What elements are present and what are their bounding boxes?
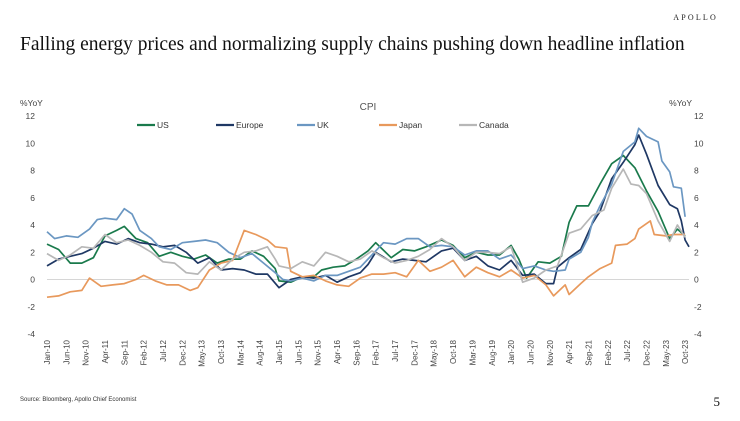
x-tick-label: Aug-19	[488, 339, 497, 365]
x-tick-label: Jul-12	[159, 339, 168, 361]
page-number: 5	[713, 394, 721, 409]
x-tick-label: Sep-11	[120, 339, 129, 365]
x-tick-label: Jan-10	[43, 339, 52, 364]
y-axis-left: -4 -2 0 2 4 6 8 10 12	[26, 111, 36, 339]
x-tick-label: Aug-14	[256, 339, 265, 365]
legend-label: UK	[317, 120, 329, 130]
x-tick-label: Nov-20	[546, 339, 555, 365]
y-axis-left-label: %YoY	[20, 98, 43, 108]
legend-item-canada: Canada	[459, 120, 509, 130]
legend-label: US	[157, 120, 169, 130]
x-axis: Jan-10 Jun-10 Nov-10 Apr-11 Sep-11 Feb-12 Jul-…	[43, 339, 690, 366]
x-tick-label: Oct-18	[449, 339, 458, 364]
y-tick-label-left: 12	[26, 111, 36, 121]
chart-title: CPI	[360, 102, 377, 113]
x-tick-label: Oct-23	[681, 339, 690, 364]
series-line-uk	[46, 127, 686, 282]
x-tick-label: Feb-22	[604, 339, 613, 365]
x-tick-label: Jun-15	[294, 339, 303, 364]
slide-title: Falling energy prices and normalizing su…	[20, 34, 685, 55]
y-tick-label-left: 4	[30, 220, 35, 230]
x-tick-label: Oct-13	[217, 339, 226, 364]
x-tick-label: Sep-16	[352, 339, 361, 365]
legend-label: Canada	[479, 120, 509, 130]
x-tick-label: Apr-11	[101, 339, 110, 363]
x-tick-label: Jul-17	[391, 339, 400, 361]
legend-item-europe: Europe	[216, 120, 264, 130]
y-tick-label-right: 6	[694, 193, 699, 203]
y-tick-label-right: 8	[694, 166, 699, 176]
y-tick-label-right: 10	[694, 138, 704, 148]
x-tick-label: Mar-19	[468, 339, 477, 365]
source-note: Source: Bloomberg, Apollo Chief Economis…	[20, 397, 137, 403]
x-tick-label: Jan-15	[275, 339, 284, 364]
x-tick-label: Feb-12	[140, 339, 149, 365]
series-line-canada	[46, 168, 686, 284]
legend-label: Japan	[399, 120, 422, 130]
x-tick-label: May-18	[430, 339, 439, 366]
legend-item-japan: Japan	[379, 120, 422, 130]
x-tick-label: Mar-14	[236, 339, 245, 365]
x-tick-label: Apr-21	[565, 339, 574, 364]
y-tick-label-left: 6	[30, 193, 35, 203]
y-tick-label-right: -2	[694, 302, 702, 312]
series-line-europe	[46, 134, 690, 289]
x-tick-label: Dec-17	[410, 339, 419, 365]
series-lines	[46, 127, 690, 299]
x-tick-label: Dec-22	[642, 339, 651, 365]
y-tick-label-left: 10	[26, 138, 36, 148]
y-axis-right: -4 -2 0 2 4 6 8 10 12	[694, 111, 704, 339]
x-tick-label: Jun-10	[62, 339, 71, 364]
apollo-logo: APOLLO	[673, 13, 718, 22]
y-tick-label-left: -4	[27, 329, 35, 339]
x-tick-label: Jan-20	[507, 339, 516, 364]
series-line-us	[46, 154, 686, 284]
y-tick-label-right: 12	[694, 111, 704, 121]
y-tick-label-right: 2	[694, 247, 699, 257]
y-tick-label-left: -2	[27, 302, 35, 312]
x-tick-label: Dec-12	[178, 339, 187, 365]
y-tick-label-left: 0	[30, 275, 35, 285]
y-tick-label-left: 2	[30, 247, 35, 257]
legend: US Europe UK Japan Canada	[137, 120, 509, 130]
legend-label: Europe	[236, 120, 264, 130]
y-tick-label-right: 0	[694, 275, 699, 285]
series-line-japan	[46, 220, 686, 299]
y-tick-label-right: 4	[694, 220, 699, 230]
legend-item-us: US	[137, 120, 169, 130]
x-tick-label: Jul-22	[623, 339, 632, 361]
x-tick-label: Nov-10	[82, 339, 91, 365]
y-tick-label-left: 8	[30, 166, 35, 176]
x-tick-label: Nov-15	[314, 339, 323, 365]
y-tick-label-right: -4	[694, 329, 702, 339]
x-tick-label: Apr-16	[333, 339, 342, 364]
x-tick-label: Jun-20	[526, 339, 535, 364]
x-tick-label: May-23	[662, 339, 671, 366]
x-tick-label: May-13	[198, 339, 207, 366]
x-tick-label: Feb-17	[372, 339, 381, 365]
x-tick-label: Sep-21	[584, 339, 593, 365]
legend-item-uk: UK	[297, 120, 329, 130]
y-axis-right-label: %YoY	[669, 98, 692, 108]
